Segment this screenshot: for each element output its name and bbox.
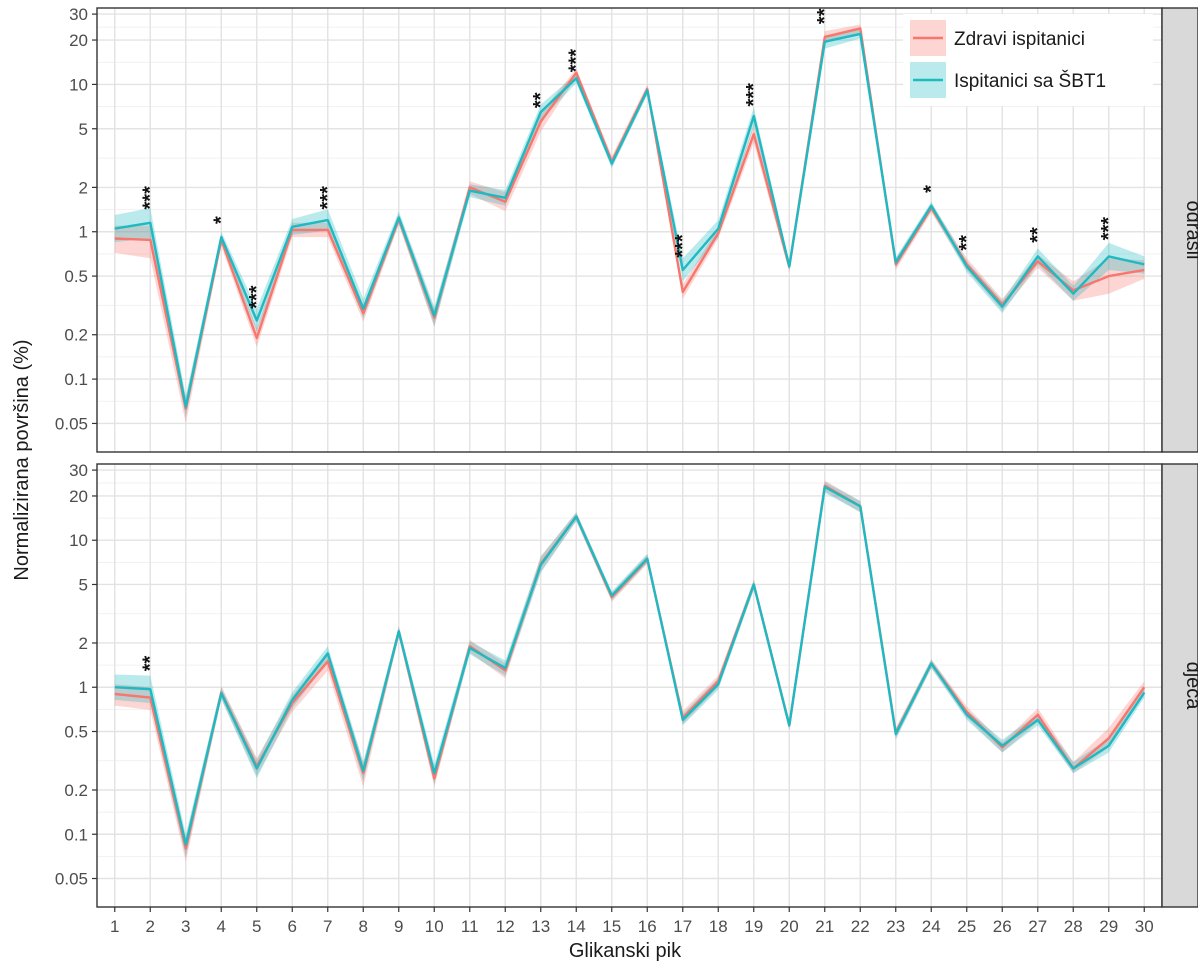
x-tick-label: 15 xyxy=(602,917,621,936)
x-tick-label: 28 xyxy=(1064,917,1083,936)
significance-marker: * xyxy=(920,185,942,193)
significance-marker: *** xyxy=(672,234,694,258)
y-tick-label: 20 xyxy=(69,31,88,50)
significance-marker: *** xyxy=(743,83,765,107)
x-tick-label: 6 xyxy=(288,917,297,936)
x-tick-label: 25 xyxy=(957,917,976,936)
x-tick-label: 9 xyxy=(394,917,403,936)
x-tick-label: 20 xyxy=(780,917,799,936)
significance-marker: *** xyxy=(565,49,587,73)
ribbon-sbt1 xyxy=(114,29,1145,418)
strip-label: djeca xyxy=(1182,662,1198,711)
significance-marker: *** xyxy=(1098,217,1120,241)
strip-djeca xyxy=(1161,463,1198,908)
legend: Zdravi ispitanici Ispitanici sa ŠBT1 xyxy=(903,14,1153,106)
panel-djeca: ** djeca xyxy=(96,463,1198,908)
y-tick-label: 0.2 xyxy=(64,781,88,800)
x-tick-label: 14 xyxy=(567,917,586,936)
y-tick-label: 5 xyxy=(79,575,88,594)
x-tick-label: 10 xyxy=(425,917,444,936)
x-tick-label: 17 xyxy=(673,917,692,936)
y-tick-label: 0.5 xyxy=(64,722,88,741)
x-tick-label: 24 xyxy=(922,917,941,936)
x-tick-label: 21 xyxy=(815,917,834,936)
x-tick-label: 26 xyxy=(993,917,1012,936)
y-tick-label: 0.1 xyxy=(64,825,88,844)
series-line-sbt1 xyxy=(114,32,1145,408)
x-tick-label: 7 xyxy=(323,917,332,936)
y-tick-label: 0.1 xyxy=(64,370,88,389)
legend-label: Ispitanici sa ŠBT1 xyxy=(954,70,1106,92)
panel-background xyxy=(97,464,1162,907)
y-tick-label: 0.2 xyxy=(64,326,88,345)
x-tick-label: 19 xyxy=(744,917,763,936)
significance-marker: ** xyxy=(956,235,978,251)
x-tick-label: 30 xyxy=(1135,917,1154,936)
x-tick-label: 16 xyxy=(638,917,657,936)
y-tick-label: 1 xyxy=(79,223,88,242)
y-tick-label: 1 xyxy=(79,678,88,697)
x-tick-label: 29 xyxy=(1099,917,1118,936)
significance-marker: * xyxy=(210,216,232,224)
x-tick-label: 13 xyxy=(531,917,550,936)
y-tick-label: 0.05 xyxy=(55,414,88,433)
y-tick-label: 0.05 xyxy=(55,870,88,889)
y-tick-label: 20 xyxy=(69,487,88,506)
y-tick-label: 10 xyxy=(69,531,88,550)
x-tick-label: 2 xyxy=(146,917,155,936)
y-tick-label: 30 xyxy=(69,461,88,480)
x-tick-label: 23 xyxy=(886,917,905,936)
significance-marker: *** xyxy=(139,186,161,210)
x-tick-label: 3 xyxy=(181,917,190,936)
x-tick-label: 12 xyxy=(496,917,515,936)
ribbon-zdravi xyxy=(114,24,1145,424)
x-axis-label: Glikanski pik xyxy=(569,940,682,962)
y-tick-label: 2 xyxy=(79,178,88,197)
strip-odrasli xyxy=(1161,7,1198,453)
x-tick-label: 27 xyxy=(1028,917,1047,936)
x-tick-label: 11 xyxy=(461,917,479,936)
y-tick-label: 10 xyxy=(69,75,88,94)
y-tick-label: 5 xyxy=(79,120,88,139)
significance-marker: ** xyxy=(814,8,836,24)
y-tick-label: 2 xyxy=(79,634,88,653)
significance-marker: *** xyxy=(317,186,339,210)
y-axis-label: Normalizirana površina (%) xyxy=(11,339,33,580)
y-tick-label: 30 xyxy=(69,5,88,24)
x-tick-label: 18 xyxy=(709,917,728,936)
significance-marker: ** xyxy=(530,92,552,108)
x-tick-label: 22 xyxy=(851,917,870,936)
y-tick-label: 0.5 xyxy=(64,267,88,286)
x-tick-label: 1 xyxy=(110,917,119,936)
strip-label: odrasli xyxy=(1182,201,1198,260)
series-line-sbt1 xyxy=(114,485,1146,846)
legend-background xyxy=(903,14,1153,106)
x-tick-label: 5 xyxy=(252,917,261,936)
significance-marker: ** xyxy=(139,656,161,672)
legend-label: Zdravi ispitanici xyxy=(954,29,1085,50)
x-tick-label: 8 xyxy=(359,917,368,936)
significance-marker: ** xyxy=(1027,227,1049,243)
x-tick-label: 4 xyxy=(217,917,226,936)
significance-marker: *** xyxy=(246,285,268,309)
